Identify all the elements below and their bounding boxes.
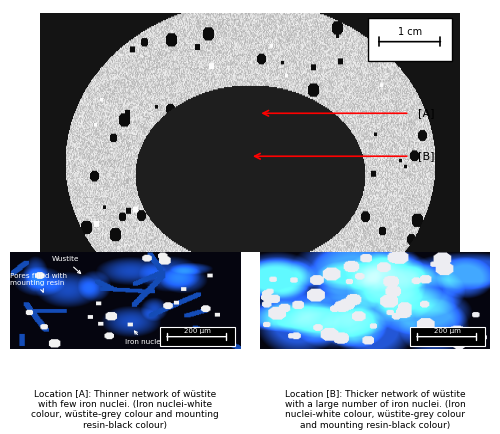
Text: Location [B]: Thicker network of wüstite
with a large number of iron nuclei. (Ir: Location [B]: Thicker network of wüstite…	[284, 389, 466, 430]
Text: Wustite: Wustite	[52, 256, 80, 273]
Text: Iron nuclei: Iron nuclei	[125, 331, 163, 345]
FancyBboxPatch shape	[410, 327, 486, 346]
Text: [B]: [B]	[418, 151, 434, 161]
FancyBboxPatch shape	[160, 327, 236, 346]
Text: 200 μm: 200 μm	[434, 328, 461, 334]
Text: 1 cm: 1 cm	[398, 27, 421, 37]
Text: Pores filled with
mounting resin: Pores filled with mounting resin	[10, 273, 67, 292]
Text: [A]: [A]	[418, 108, 434, 118]
Text: Location [A]: Thinner network of wüstite
with few iron nuclei. (Iron nuclei-whit: Location [A]: Thinner network of wüstite…	[31, 389, 219, 430]
Text: 200 μm: 200 μm	[184, 328, 211, 334]
FancyBboxPatch shape	[368, 18, 452, 61]
